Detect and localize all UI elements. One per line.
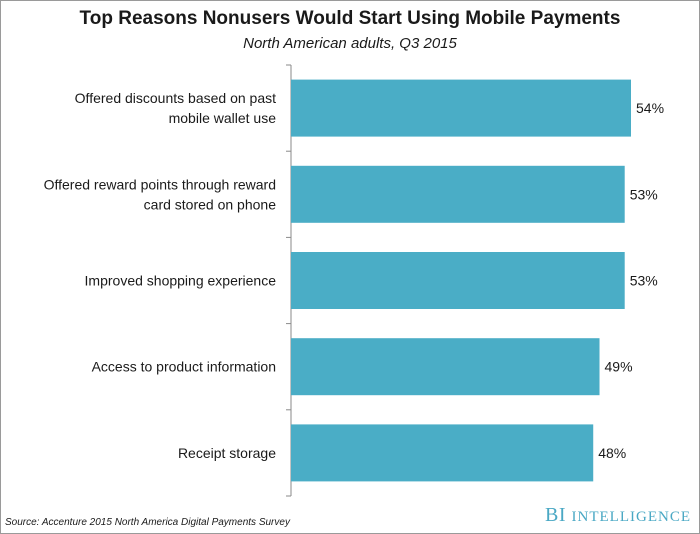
bar-value-label: 49% <box>605 359 633 375</box>
category-label: Offered discounts based on past <box>75 90 276 106</box>
bar <box>291 338 600 396</box>
bar <box>291 252 625 309</box>
bar-value-label: 54% <box>636 100 664 116</box>
brand-initials: BI <box>545 504 567 526</box>
bar-value-label: 53% <box>630 186 658 202</box>
chart-title: Top Reasons Nonusers Would Start Using M… <box>79 8 621 29</box>
bar <box>291 424 594 482</box>
bar-value-label: 53% <box>630 273 658 289</box>
chart-subtitle: North American adults, Q3 2015 <box>243 35 457 52</box>
category-label: Access to product information <box>92 359 276 375</box>
brand-word: INTELLIGENCE <box>571 509 691 525</box>
category-label: mobile wallet use <box>169 110 277 126</box>
bar <box>291 79 631 137</box>
category-label: Improved shopping experience <box>85 273 277 289</box>
bar-value-label: 48% <box>598 445 626 461</box>
source-note: Source: Accenture 2015 North America Dig… <box>5 517 290 528</box>
category-label: card stored on phone <box>144 196 277 212</box>
category-label: Receipt storage <box>178 445 276 461</box>
category-label: Offered reward points through reward <box>44 176 276 192</box>
brand-logo: BI INTELLIGENCE <box>545 504 691 527</box>
bar <box>291 165 625 223</box>
